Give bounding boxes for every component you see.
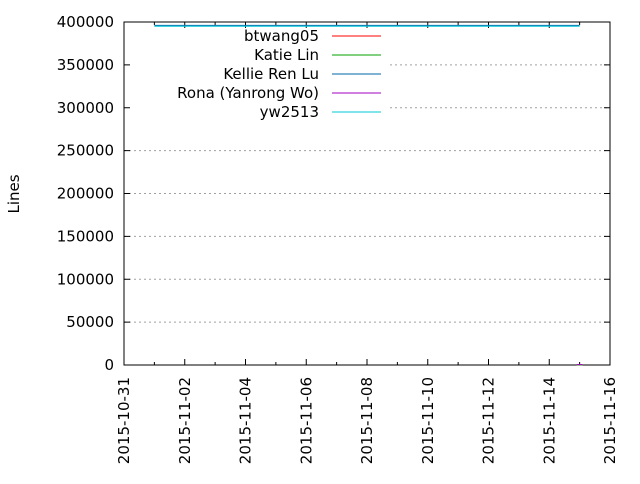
series-lines bbox=[154, 24, 583, 366]
y-tick-label: 400000 bbox=[57, 13, 114, 31]
y-tick-label: 0 bbox=[104, 356, 114, 374]
legend-label: yw2513 bbox=[260, 103, 319, 121]
grid-lines bbox=[124, 64, 610, 323]
plot-frame bbox=[123, 21, 611, 366]
x-tick-label: 2015-11-14 bbox=[540, 377, 558, 464]
y-axis-label: Lines bbox=[5, 174, 23, 213]
y-tick-label: 350000 bbox=[57, 56, 114, 74]
legend-label: btwang05 bbox=[244, 27, 319, 45]
legend-label: Rona (Yanrong Wo) bbox=[177, 84, 319, 102]
x-tick-label: 2015-11-02 bbox=[176, 377, 194, 464]
y-tick-label: 150000 bbox=[57, 227, 114, 245]
y-tick-label: 100000 bbox=[57, 270, 114, 288]
legend-label: Kellie Ren Lu bbox=[223, 65, 319, 83]
axis-ticks: 0 50000 100000 150000 200000 250000 300000 3500… bbox=[57, 13, 619, 464]
x-tick-label: 2015-11-12 bbox=[480, 377, 498, 464]
x-tick-label: 2015-11-06 bbox=[297, 377, 315, 464]
legend-label: Katie Lin bbox=[254, 46, 319, 64]
x-tick-label: 2015-11-16 bbox=[601, 377, 619, 464]
y-tick-label: 250000 bbox=[57, 142, 114, 160]
x-tick-label: 2015-11-04 bbox=[237, 377, 255, 464]
y-tick-label: 50000 bbox=[66, 313, 114, 331]
x-tick-label: 2015-11-08 bbox=[358, 377, 376, 464]
y-tick-label: 300000 bbox=[57, 99, 114, 117]
y-tick-label: 200000 bbox=[57, 185, 114, 203]
x-tick-label: 2015-11-10 bbox=[419, 377, 437, 464]
x-tick-label: 2015-10-31 bbox=[115, 377, 133, 464]
